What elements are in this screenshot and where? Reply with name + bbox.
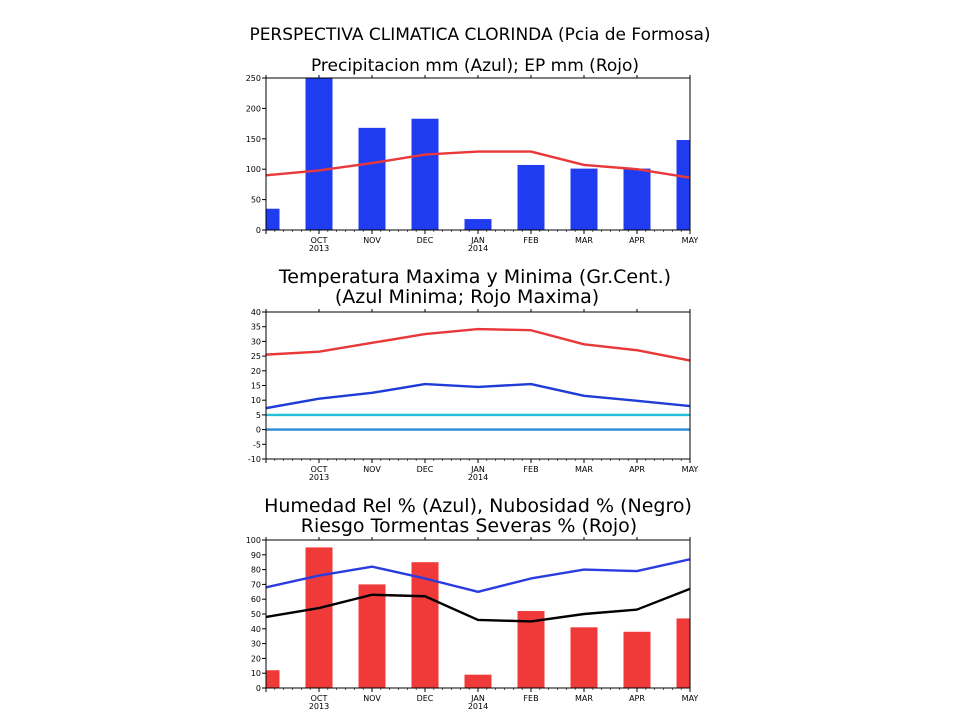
temp-x-year-label: 2014 xyxy=(468,473,488,482)
precip-x-year-label: 2013 xyxy=(309,244,329,253)
temperature-chart-subtitle: (Azul Minima; Rojo Maxima) xyxy=(335,286,599,308)
precip-series-0-bar xyxy=(358,127,386,230)
temp-x-year-label: 2013 xyxy=(309,473,329,482)
humidity-plot-frame-top xyxy=(265,539,691,689)
humidity-series-0-bar xyxy=(358,584,386,688)
precip-x-tick-label: MAY xyxy=(682,236,699,245)
temp-y-tick-label: 0 xyxy=(256,426,261,435)
humidity-x-tick-label: JAN xyxy=(470,694,485,703)
temp-y-tick-label: 40 xyxy=(251,308,261,317)
precip-y-tick-label: 150 xyxy=(246,135,261,144)
temp-series-1-line xyxy=(266,382,690,410)
precip-series-0-bar xyxy=(517,164,545,230)
humidity-y-tick-label: 30 xyxy=(251,640,261,649)
humidity-y-tick-label: 40 xyxy=(251,625,261,634)
humidity-x-year-label: 2014 xyxy=(468,702,488,711)
precip-y-tick-label: 250 xyxy=(246,74,261,83)
precipitation-chart-title: Precipitacion mm (Azul); EP mm (Rojo) xyxy=(311,56,639,76)
precip-series-0-bar xyxy=(266,208,280,230)
precip-y-tick-label: 100 xyxy=(246,165,261,174)
humidity-chart-title: Humedad Rel % (Azul), Nubosidad % (Negro… xyxy=(264,495,692,517)
humidity-x-year-label: 2013 xyxy=(309,702,329,711)
precip-series-0-bar xyxy=(570,168,598,230)
temp-x-tick-label: FEB xyxy=(523,465,538,474)
temp-x-tick-label: APR xyxy=(629,465,645,474)
temp-plot-frame xyxy=(265,311,691,460)
humidity-x-tick-label: FEB xyxy=(523,694,538,703)
precip-x-tick-label: APR xyxy=(629,236,645,245)
humidity-series-0-bar xyxy=(305,547,333,688)
precip-x-tick-label: JAN xyxy=(470,236,485,245)
precip-series-1-line xyxy=(266,150,690,179)
temp-y-tick-label: 30 xyxy=(251,337,261,346)
main-title: PERSPECTIVA CLIMATICA CLORINDA (Pcia de … xyxy=(249,25,710,45)
precip-series-0-bar xyxy=(305,78,333,230)
humidity-y-tick-label: 70 xyxy=(251,580,261,589)
humidity-y-tick-label: 20 xyxy=(251,654,261,663)
precip-x-tick-label: OCT xyxy=(311,236,328,245)
precip-x-tick-label: NOV xyxy=(363,236,381,245)
humidity-series-0-bar xyxy=(517,611,545,688)
temp-y-tick-label: 35 xyxy=(251,323,261,332)
humidity-x-tick-label: DEC xyxy=(417,694,434,703)
humidity-x-tick-label: APR xyxy=(629,694,645,703)
humidity-x-tick-label: NOV xyxy=(363,694,381,703)
humidity-y-tick-label: 100 xyxy=(246,536,261,545)
precipitation-chart: Precipitacion mm (Azul); EP mm (Rojo) 0 5… xyxy=(246,56,699,253)
temp-y-tick-label: 20 xyxy=(251,367,261,376)
precip-y-tick-label: 200 xyxy=(246,104,261,113)
humidity-x-tick-label: MAR xyxy=(575,694,593,703)
humidity-y-tick-label: 60 xyxy=(251,595,261,604)
precip-plot-frame-top xyxy=(265,77,691,231)
precip-y-tick-label: 0 xyxy=(256,226,261,235)
precip-series-0-bar xyxy=(464,219,492,230)
temp-x-tick-label: NOV xyxy=(363,465,381,474)
precip-x-tick-label: MAR xyxy=(575,236,593,245)
precip-series-0-bar xyxy=(623,168,651,230)
precip-x-tick-label: DEC xyxy=(417,236,434,245)
humidity-y-tick-label: 0 xyxy=(256,684,261,693)
temp-x-tick-label: OCT xyxy=(311,465,328,474)
humidity-series-0-bar xyxy=(411,562,439,688)
temp-x-tick-label: MAR xyxy=(575,465,593,474)
humidity-series-0-bar xyxy=(464,674,492,688)
humidity-y-tick-label: 80 xyxy=(251,566,261,575)
humidity-series-0-bar xyxy=(623,631,651,688)
temp-y-tick-label: 15 xyxy=(251,382,261,391)
humidity-chart-subtitle: Riesgo Tormentas Severas % (Rojo) xyxy=(301,515,637,537)
temp-plot-frame-top xyxy=(265,311,691,460)
precip-y-tick-label: 50 xyxy=(251,196,261,205)
temp-y-tick-label: -10 xyxy=(248,455,261,464)
temp-x-tick-label: MAY xyxy=(682,465,699,474)
temp-x-tick-label: JAN xyxy=(470,465,485,474)
humidity-series-1-line xyxy=(266,558,690,593)
humidity-x-tick-label: OCT xyxy=(311,694,328,703)
temp-y-tick-label: 10 xyxy=(251,396,261,405)
humidity-series-0-bar xyxy=(570,627,598,688)
temp-y-tick-label: -5 xyxy=(253,440,261,449)
humidity-y-tick-label: 10 xyxy=(251,669,261,678)
humidity-y-tick-label: 50 xyxy=(251,610,261,619)
temp-x-tick-label: DEC xyxy=(417,465,434,474)
precip-series-0-bar xyxy=(676,140,690,230)
humidity-x-tick-label: MAY xyxy=(682,694,699,703)
temp-y-tick-label: 25 xyxy=(251,352,261,361)
precip-x-tick-label: FEB xyxy=(523,236,538,245)
precip-x-year-label: 2014 xyxy=(468,244,488,253)
precip-series-0-bar xyxy=(411,118,439,230)
temperature-chart: Temperatura Maxima y Minima (Gr.Cent.) (… xyxy=(248,266,699,482)
humidity-y-tick-label: 90 xyxy=(251,551,261,560)
humidity-series-2-line xyxy=(266,587,690,623)
humidity-series-0-bar xyxy=(266,670,280,688)
temp-y-tick-label: 5 xyxy=(256,411,261,420)
humidity-storm-chart: Humedad Rel % (Azul), Nubosidad % (Negro… xyxy=(246,495,699,711)
temperature-chart-title: Temperatura Maxima y Minima (Gr.Cent.) xyxy=(278,266,671,288)
humidity-series-0-bar xyxy=(676,618,690,688)
temp-series-0-line xyxy=(266,327,690,362)
